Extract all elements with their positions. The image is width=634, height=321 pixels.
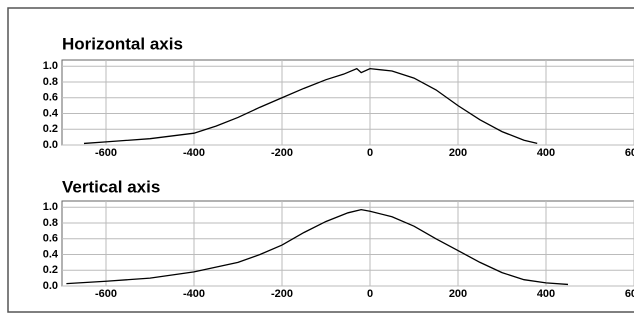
y-tick-label: 0.6 bbox=[43, 233, 58, 245]
y-tick-label: 0.4 bbox=[43, 248, 59, 260]
y-tick-label: 0.8 bbox=[43, 76, 58, 88]
y-tick-label: 1.0 bbox=[43, 201, 58, 213]
y-tick-label: 1.0 bbox=[43, 60, 58, 72]
x-tick-label: 600 bbox=[625, 288, 634, 300]
y-tick-label: 0.2 bbox=[43, 123, 58, 135]
x-tick-label: -600 bbox=[95, 288, 117, 300]
x-tick-label: 0 bbox=[367, 147, 373, 159]
y-tick-label: 0.6 bbox=[43, 92, 58, 104]
x-tick-label: -200 bbox=[271, 147, 293, 159]
y-tick-label: 0.0 bbox=[43, 280, 58, 292]
y-tick-label: 0.8 bbox=[43, 217, 58, 229]
x-tick-label: 200 bbox=[449, 147, 467, 159]
x-tick-label: 400 bbox=[537, 147, 555, 159]
x-tick-label: 0 bbox=[367, 288, 373, 300]
chart-title: Vertical axis bbox=[62, 177, 160, 196]
y-tick-label: 0.0 bbox=[43, 139, 58, 151]
x-tick-label: -600 bbox=[95, 147, 117, 159]
x-tick-label: 400 bbox=[537, 288, 555, 300]
x-tick-label: -400 bbox=[183, 147, 205, 159]
panel-border bbox=[7, 7, 634, 313]
y-tick-label: 0.4 bbox=[43, 107, 59, 119]
plot-area bbox=[61, 200, 634, 287]
x-tick-label: 600 bbox=[625, 147, 634, 159]
plot-area bbox=[61, 59, 634, 146]
x-tick-label: 200 bbox=[449, 288, 467, 300]
chart-title: Horizontal axis bbox=[62, 34, 183, 53]
data-line bbox=[66, 208, 569, 286]
data-line bbox=[83, 67, 538, 145]
y-tick-label: 0.2 bbox=[43, 264, 58, 276]
x-tick-label: -200 bbox=[271, 288, 293, 300]
x-tick-label: -400 bbox=[183, 288, 205, 300]
